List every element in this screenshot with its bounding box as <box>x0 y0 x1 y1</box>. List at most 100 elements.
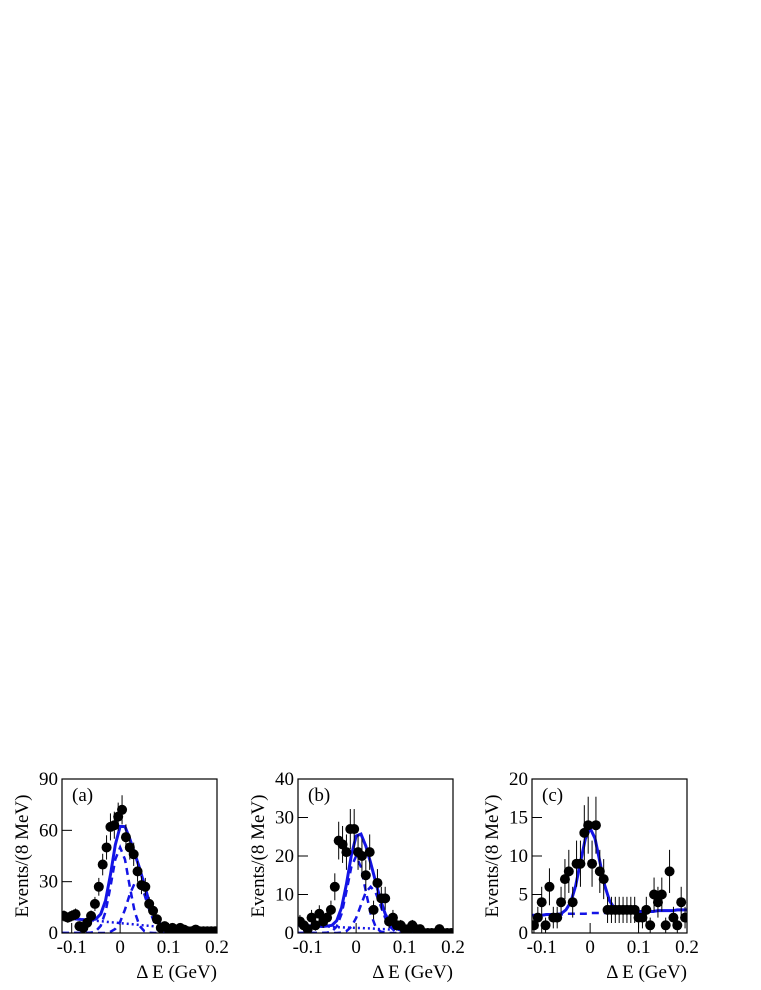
data-point <box>532 920 539 931</box>
data-point <box>132 866 143 877</box>
data-point <box>676 897 687 908</box>
data-point <box>544 881 555 892</box>
data-point <box>128 849 139 860</box>
data-point <box>329 881 340 892</box>
data-point <box>387 912 398 923</box>
data-point <box>117 804 128 815</box>
plot-frame <box>297 778 454 934</box>
data-point <box>668 912 679 923</box>
data-point <box>148 905 159 916</box>
data-point <box>579 827 590 838</box>
plot-area <box>532 796 687 933</box>
data-point <box>310 920 321 931</box>
panel-label: (c) <box>542 785 563 806</box>
data-point <box>151 914 162 925</box>
data-point <box>575 858 586 869</box>
data-point <box>356 851 367 861</box>
x-axis-title: Δ E (GeV) <box>372 962 453 983</box>
y-tick-label: 30 <box>275 808 294 829</box>
data-point <box>594 866 605 877</box>
x-tick-label: -0.1 <box>293 937 323 958</box>
data-point <box>540 920 551 931</box>
plot-frame <box>531 778 688 934</box>
plot-frame <box>61 778 218 934</box>
x-tick-label: 0.1 <box>393 937 417 958</box>
plot-area <box>62 795 217 933</box>
data-point <box>368 904 379 915</box>
y-tick-label: 10 <box>275 885 294 906</box>
data-point <box>656 889 667 900</box>
data-point <box>306 912 317 923</box>
data-point <box>314 908 325 919</box>
x-tick-label: -0.1 <box>57 937 87 958</box>
y-tick-label: 0 <box>519 923 529 944</box>
data-point <box>86 910 97 921</box>
y-tick-label: 30 <box>39 872 58 893</box>
fit-curve <box>532 824 687 917</box>
y-tick-label: 60 <box>39 820 58 841</box>
x-tick-label: 0.1 <box>157 937 181 958</box>
data-point <box>559 874 570 885</box>
y-axis-title: Events/(8 MeV) <box>12 795 33 918</box>
panel-label: (b) <box>308 785 330 806</box>
y-tick-label: 5 <box>519 885 529 906</box>
y-tick-label: 0 <box>285 923 295 944</box>
x-tick-label: 0.2 <box>675 937 699 958</box>
x-tick-label: 0.2 <box>441 937 465 958</box>
x-tick-label: -0.1 <box>527 937 557 958</box>
data-point <box>552 912 563 923</box>
data-point <box>89 898 100 909</box>
data-point <box>583 820 594 831</box>
data-point <box>337 839 348 850</box>
data-point <box>93 881 104 892</box>
data-point <box>446 928 453 933</box>
x-tick-label: 0 <box>585 937 595 958</box>
x-tick-label: 0.2 <box>205 937 229 958</box>
data-point <box>664 866 675 877</box>
y-tick-label: 20 <box>275 846 294 867</box>
data-point <box>364 847 375 858</box>
data-point <box>360 870 371 881</box>
x-axis-title: Δ E (GeV) <box>606 962 687 983</box>
data-point <box>380 893 391 904</box>
data-point <box>140 881 151 892</box>
data-point <box>70 909 81 920</box>
y-tick-label: 40 <box>275 769 294 790</box>
data-point <box>645 920 656 931</box>
y-tick-label: 0 <box>49 923 59 944</box>
x-tick-label: 0 <box>115 937 125 958</box>
data-point <box>302 924 313 933</box>
x-tick-label: 0 <box>351 937 361 958</box>
y-axis-title: Events/(8 MeV) <box>248 795 269 918</box>
data-point <box>563 866 574 877</box>
data-point <box>210 926 217 933</box>
data-point <box>637 912 648 923</box>
y-axis-title: Events/(8 MeV) <box>482 795 503 918</box>
data-point <box>590 820 601 831</box>
data-point <box>629 904 640 915</box>
data-point <box>680 912 687 923</box>
data-point <box>567 897 578 908</box>
data-point <box>556 897 567 908</box>
data-point <box>341 847 352 858</box>
y-tick-label: 15 <box>509 808 528 829</box>
plot-area <box>298 809 453 933</box>
data-point <box>101 842 112 853</box>
data-point <box>641 904 652 915</box>
data-point <box>322 912 333 923</box>
x-axis-title: Δ E (GeV) <box>136 962 217 983</box>
data-point <box>97 859 108 870</box>
data-point <box>649 889 660 900</box>
y-tick-label: 10 <box>509 846 528 867</box>
fit-curve <box>62 824 217 933</box>
data-point <box>349 824 360 835</box>
y-tick-label: 90 <box>39 769 58 790</box>
data-point <box>532 912 543 923</box>
data-point <box>598 874 609 885</box>
y-tick-label: 20 <box>509 769 528 790</box>
